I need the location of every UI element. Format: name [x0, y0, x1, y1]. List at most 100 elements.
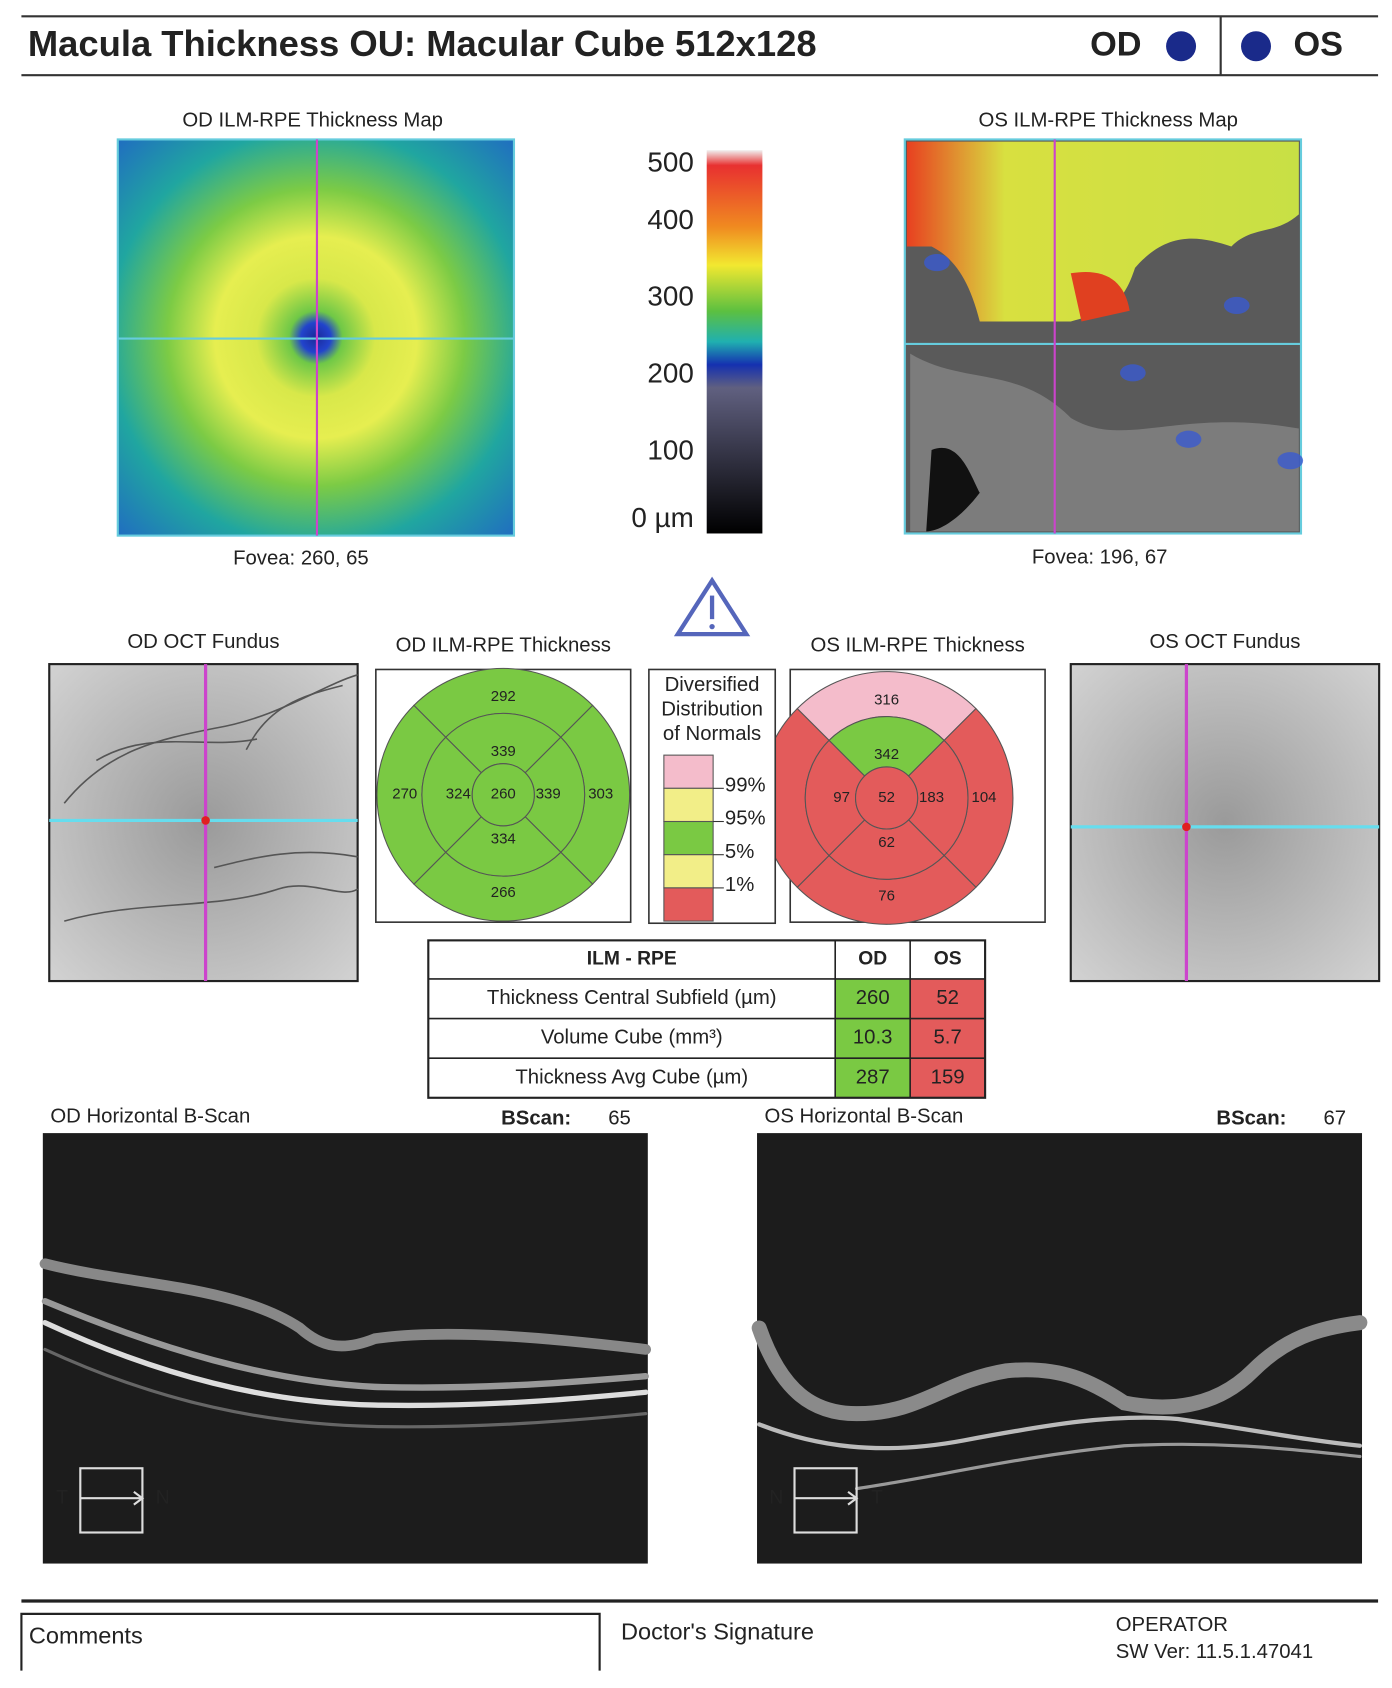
retina-layer	[751, 1315, 1368, 1422]
label: 342	[874, 746, 899, 763]
label: 270	[392, 786, 417, 803]
label: 10.3	[853, 1027, 893, 1049]
label: OS ILM-RPE Thickness Map	[979, 110, 1238, 132]
label: OS OCT Fundus	[1149, 631, 1300, 653]
map-region	[926, 447, 980, 532]
label: 100	[647, 434, 693, 465]
label: 339	[491, 743, 516, 760]
label: OD Horizontal B-Scan	[50, 1105, 250, 1127]
label: 339	[536, 786, 561, 803]
retina-layer	[855, 1442, 1362, 1491]
label: Doctor's Signature	[621, 1618, 814, 1644]
label: Comments	[29, 1623, 143, 1649]
cell-fill	[835, 978, 911, 1019]
label: 200	[647, 357, 693, 388]
orientation-arrow	[133, 1490, 145, 1506]
label: SW Ver: 11.5.1.47041	[1116, 1641, 1313, 1663]
label: T	[56, 1487, 68, 1508]
orientation-arrow	[847, 1490, 859, 1506]
os-dot	[1241, 31, 1272, 62]
label: 52	[936, 987, 959, 1009]
orientation-box	[793, 1467, 858, 1534]
orientation-box	[79, 1467, 144, 1534]
fovea-dot	[201, 816, 210, 825]
label: 104	[972, 789, 997, 806]
map-spot	[1120, 364, 1146, 382]
map-spot	[924, 254, 950, 272]
label: BScan:	[1216, 1108, 1286, 1130]
warning-icon	[709, 623, 715, 630]
label: 159	[931, 1066, 965, 1088]
label: Macula Thickness OU: Macular Cube 512x12…	[28, 23, 817, 64]
legend-swatch	[663, 754, 714, 789]
label: OD OCT Fundus	[127, 631, 279, 653]
bscan-image	[757, 1133, 1363, 1564]
label: T	[871, 1487, 883, 1508]
label: 0 µm	[631, 502, 693, 533]
label: 95%	[725, 808, 766, 830]
label: 300	[647, 280, 693, 311]
vessel	[63, 674, 358, 804]
label: 334	[491, 831, 516, 848]
sector	[855, 766, 919, 830]
label: 287	[856, 1066, 890, 1088]
label: 260	[856, 987, 890, 1009]
retina-layer	[757, 1415, 1363, 1451]
label: Thickness Central Subfield (µm)	[487, 987, 777, 1009]
comments-box	[20, 1612, 601, 1671]
label: 5.7	[933, 1027, 961, 1049]
label: OD	[858, 949, 887, 970]
label: 303	[588, 786, 613, 803]
label: OS	[934, 949, 962, 970]
map-spot	[1175, 430, 1202, 448]
label: OS	[1293, 25, 1342, 63]
label: 97	[833, 789, 850, 806]
label: N	[156, 1487, 170, 1508]
label: 62	[878, 834, 895, 851]
label: N	[769, 1487, 783, 1508]
label: Distribution	[661, 699, 763, 721]
vessel	[64, 885, 359, 922]
label: 183	[919, 789, 944, 806]
label: OPERATOR	[1116, 1614, 1228, 1636]
map-spot	[1277, 452, 1304, 470]
cell-fill	[910, 1058, 986, 1098]
fovea-dot	[1182, 822, 1191, 832]
vessel	[213, 851, 358, 869]
label: BScan:	[501, 1108, 571, 1130]
label: OD ILM-RPE Thickness	[396, 634, 611, 656]
label: ILM - RPE	[587, 949, 677, 970]
map-region	[1070, 271, 1130, 322]
legend-swatch	[663, 887, 714, 922]
label: 324	[446, 786, 471, 803]
map-region	[906, 141, 1299, 322]
retina-layer	[39, 1258, 652, 1355]
label: 260	[491, 786, 516, 803]
label: Thickness Avg Cube (µm)	[515, 1066, 748, 1088]
label: 76	[878, 887, 895, 904]
label: Volume Cube (mm³)	[541, 1027, 723, 1049]
sector	[471, 763, 535, 827]
vessel	[245, 684, 343, 751]
cell-fill	[910, 1018, 986, 1059]
label: 1%	[725, 874, 754, 896]
label: 400	[647, 204, 693, 235]
label: OS ILM-RPE Thickness	[811, 634, 1025, 656]
label: OS Horizontal B-Scan	[765, 1105, 964, 1127]
vessel	[95, 738, 258, 762]
label: 292	[491, 688, 516, 705]
label: OD	[1090, 25, 1141, 63]
label: 99%	[725, 775, 766, 797]
label: 65	[608, 1108, 631, 1130]
legend-swatch	[663, 787, 714, 823]
label: Fovea: 260, 65	[233, 548, 369, 570]
label: of Normals	[663, 723, 761, 745]
legend-swatch	[663, 854, 714, 889]
od-dot	[1166, 31, 1197, 62]
label: 67	[1323, 1108, 1346, 1130]
cell-fill	[835, 1058, 911, 1098]
map-spot	[1223, 296, 1250, 314]
label: 52	[878, 789, 895, 806]
label: 316	[874, 691, 899, 708]
